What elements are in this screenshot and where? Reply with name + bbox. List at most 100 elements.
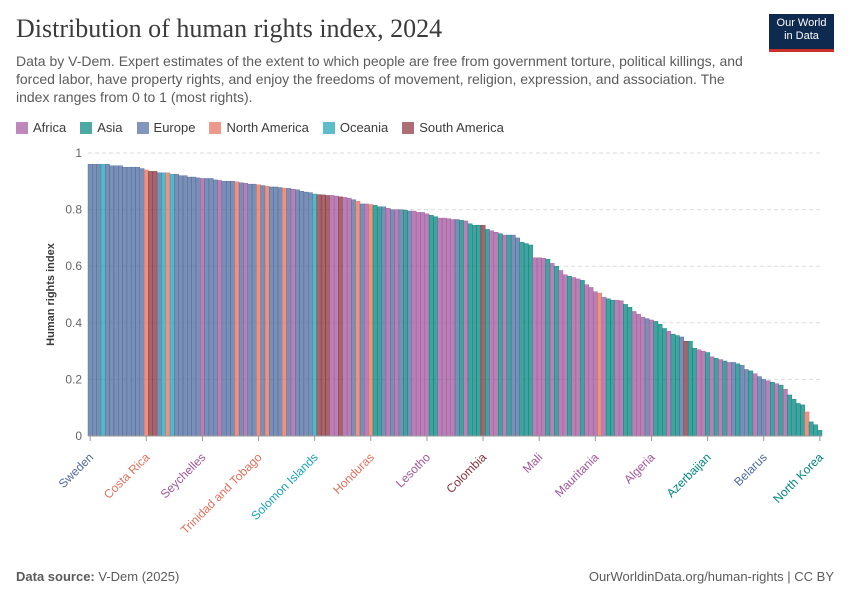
bar: [597, 292, 603, 437]
bar: [497, 233, 503, 437]
bar: [657, 324, 663, 437]
bar: [554, 266, 559, 437]
bar: [359, 203, 365, 437]
bar: [433, 216, 438, 437]
bar: [614, 299, 620, 437]
bar: [709, 356, 715, 437]
legend-item[interactable]: Africa: [16, 120, 66, 135]
bar: [653, 321, 659, 437]
bar: [571, 277, 577, 437]
bar: [273, 186, 279, 437]
bar: [450, 219, 456, 437]
source: V-Dem (2025): [98, 569, 180, 584]
bar: [528, 244, 533, 437]
bar: [269, 186, 274, 437]
bar: [813, 424, 818, 437]
bar: [778, 384, 784, 437]
bar: [437, 217, 443, 437]
bar: [221, 181, 227, 437]
x-tick-label: Lesotho: [393, 450, 433, 490]
bar: [726, 362, 732, 437]
bar: [148, 171, 153, 437]
bar: [545, 258, 551, 437]
footer-url[interactable]: OurWorldinData.org/human-rights | CC BY: [588, 569, 834, 584]
logo-text: Our World: [776, 17, 827, 29]
bar: [670, 333, 676, 437]
bar: [800, 404, 805, 437]
footer-source: Data source: V-Dem (2025): [16, 569, 179, 584]
bar: [666, 331, 672, 437]
bar: [200, 178, 205, 437]
bar: [372, 205, 378, 437]
bar: [329, 195, 335, 437]
x-tick-label: Costa Rica: [101, 450, 153, 502]
bar: [286, 188, 292, 437]
bar: [757, 376, 762, 437]
legend-swatch: [322, 121, 335, 134]
bar: [549, 263, 555, 437]
bar: [105, 164, 110, 437]
bar: [696, 349, 702, 437]
x-tick-label: Belarus: [731, 450, 770, 489]
bar: [130, 166, 136, 437]
legend-item[interactable]: South America: [402, 120, 504, 135]
bar: [333, 195, 339, 437]
bar: [575, 278, 581, 437]
bar: [420, 212, 425, 437]
logo[interactable]: Our World in Data: [769, 14, 834, 52]
bar: [584, 284, 590, 437]
bar: [225, 181, 231, 437]
bar: [631, 311, 637, 437]
bar: [774, 383, 780, 437]
bar: [282, 187, 287, 437]
bar: [415, 212, 421, 437]
legend-item[interactable]: Europe: [136, 120, 195, 135]
bar: [519, 241, 525, 437]
bar: [247, 183, 253, 437]
bar: [320, 194, 326, 437]
bar: [623, 304, 628, 437]
bar: [532, 257, 538, 437]
bar: [523, 243, 529, 437]
bar: [100, 164, 106, 437]
bar: [510, 234, 516, 437]
bar: [234, 181, 240, 437]
bar: [480, 224, 486, 437]
legend-item[interactable]: Asia: [80, 120, 123, 135]
bar: [601, 297, 607, 437]
bar: [739, 365, 745, 437]
bar: [489, 230, 495, 437]
legend-label: North America: [226, 120, 309, 135]
legend-item[interactable]: Oceania: [322, 120, 388, 135]
bar: [787, 394, 792, 437]
bar: [411, 210, 417, 437]
bar: [165, 172, 171, 437]
y-tick-label: 0: [75, 429, 82, 443]
bar: [782, 389, 788, 437]
bar: [731, 362, 736, 437]
bar: [765, 380, 771, 437]
legend-label: Africa: [33, 120, 67, 135]
legend-item[interactable]: North America: [209, 120, 309, 135]
y-axis-label: Human rights index: [45, 242, 57, 346]
bar: [308, 192, 313, 437]
bar: [428, 215, 434, 437]
bar: [394, 209, 400, 437]
bar: [791, 399, 797, 437]
bar: [493, 232, 499, 437]
bar: [251, 183, 257, 437]
bar: [355, 200, 361, 437]
bar: [264, 185, 270, 437]
bar: [126, 166, 132, 437]
bar: [705, 352, 710, 437]
bar: [752, 373, 758, 437]
bar: [87, 164, 93, 437]
bar: [748, 370, 754, 437]
chart-subtitle: Data by V-Dem. Expert estimates of the e…: [16, 53, 743, 105]
bar: [178, 175, 184, 437]
bar: [398, 209, 404, 437]
y-tick-label: 0.4: [65, 316, 82, 330]
bar: [122, 166, 128, 437]
